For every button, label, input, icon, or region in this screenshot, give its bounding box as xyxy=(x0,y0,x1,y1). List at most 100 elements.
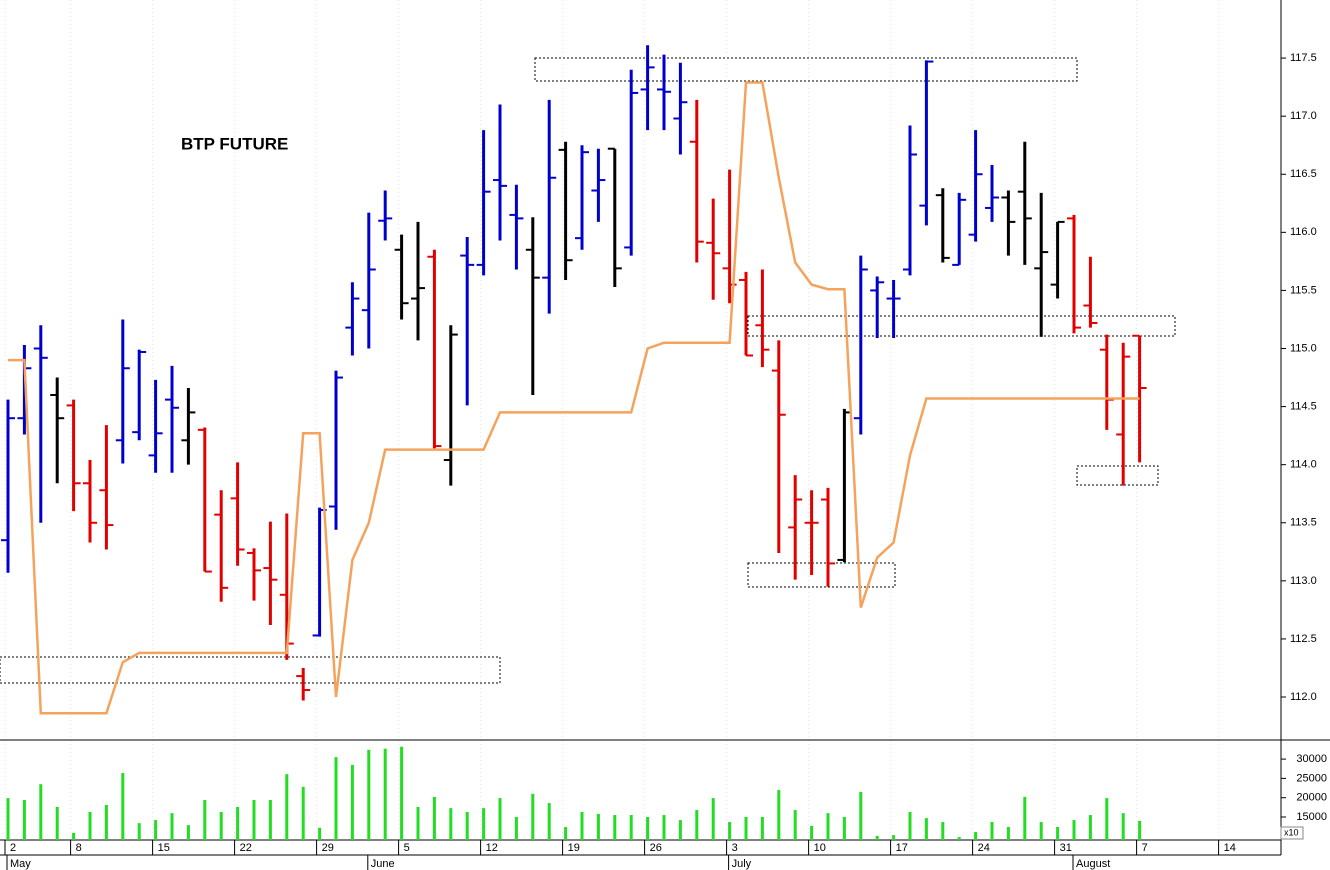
volume-bar xyxy=(367,749,371,840)
x-tick-label: 3 xyxy=(732,842,738,854)
x-tick-label: 31 xyxy=(1060,842,1072,854)
y-tick-label: 112.0 xyxy=(1290,691,1317,703)
volume-bar xyxy=(498,798,502,840)
volume-bar xyxy=(6,798,10,840)
volume-bar xyxy=(514,816,518,840)
volume-bar xyxy=(72,832,76,840)
volume-bar xyxy=(1056,827,1060,840)
y-tick-label: 116.5 xyxy=(1290,168,1317,180)
volume-bar xyxy=(1072,820,1076,840)
volume-bar xyxy=(383,748,387,840)
zone xyxy=(534,57,1078,82)
zone xyxy=(747,315,1176,337)
y-tick-label: 115.5 xyxy=(1290,284,1317,296)
x-tick-label: 19 xyxy=(568,842,580,854)
volume-bar xyxy=(1023,796,1027,840)
volume-bar xyxy=(826,813,830,840)
y-tick-label: 20000 xyxy=(1296,792,1327,804)
x-tick-label: 15 xyxy=(158,842,170,854)
volume-bar xyxy=(875,835,879,840)
y-tick-label: 113.0 xyxy=(1290,575,1317,587)
volume-bar xyxy=(1121,813,1125,840)
volume-bar xyxy=(301,786,305,840)
volume-bar xyxy=(892,835,896,840)
x-tick-label: 29 xyxy=(322,842,334,854)
month-label: June xyxy=(371,858,395,870)
volume-bar xyxy=(137,823,141,840)
volume-bar xyxy=(400,746,404,840)
y-tick-label: 30000 xyxy=(1296,753,1327,765)
x-tick-label: 12 xyxy=(486,842,498,854)
volume-bar xyxy=(1088,815,1092,840)
volume-bar xyxy=(104,805,108,840)
volume-bar xyxy=(1138,820,1142,840)
x-tick-label: 14 xyxy=(1224,842,1236,854)
volume-bar xyxy=(629,815,633,840)
x-tick-label: 7 xyxy=(1142,842,1148,854)
volume-bar xyxy=(908,811,912,840)
volume-bar xyxy=(416,806,420,840)
overlay-line xyxy=(8,81,1140,715)
volume-bar xyxy=(990,822,994,840)
volume-bar xyxy=(186,825,190,840)
zone xyxy=(0,656,501,684)
volume-bar xyxy=(154,820,158,840)
y-tick-label: 117.5 xyxy=(1290,52,1317,64)
scale-note: x10 xyxy=(1284,827,1299,837)
volume-bar xyxy=(219,811,223,840)
volume-bar xyxy=(482,808,486,840)
volume-bar xyxy=(678,820,682,840)
x-tick-label: 2 xyxy=(10,842,16,854)
volume-bar xyxy=(334,757,338,840)
y-tick-label: 25000 xyxy=(1296,772,1327,784)
volume-bar xyxy=(842,816,846,840)
y-tick-label: 116.0 xyxy=(1290,226,1317,238)
volume-bar xyxy=(974,832,978,840)
volume-bar xyxy=(941,822,945,840)
volume-bar xyxy=(793,810,797,840)
volume-bar xyxy=(170,813,174,840)
volume-bar xyxy=(39,784,43,840)
volume-bar xyxy=(121,772,125,840)
volume-bar xyxy=(268,800,272,840)
volume-bar xyxy=(744,816,748,840)
y-tick-label: 117.0 xyxy=(1290,110,1317,122)
volume-bar xyxy=(613,815,617,840)
volume-bar xyxy=(55,806,59,840)
month-label: July xyxy=(732,858,752,870)
volume-bar xyxy=(318,827,322,840)
volume-bar xyxy=(236,806,240,840)
volume-bar xyxy=(1105,798,1109,840)
volume-bar xyxy=(88,811,92,840)
grid xyxy=(4,0,1220,840)
volume-bar xyxy=(924,818,928,840)
volume-bar xyxy=(728,822,732,840)
zone xyxy=(1076,465,1159,486)
x-tick-label: 26 xyxy=(650,842,662,854)
x-tick-label: 10 xyxy=(814,842,826,854)
y-tick-label: 15000 xyxy=(1296,811,1327,823)
volume-bar xyxy=(285,774,289,840)
x-tick-label: 17 xyxy=(896,842,908,854)
volume-bar xyxy=(350,764,354,840)
volume-bar xyxy=(760,816,764,840)
x-tick-label: 24 xyxy=(978,842,990,854)
volume-bar xyxy=(580,811,584,840)
volume-bar xyxy=(432,796,436,840)
volume-bar xyxy=(859,791,863,840)
volume-bar xyxy=(449,808,453,840)
volume-bar xyxy=(957,837,961,840)
volume-bar xyxy=(810,825,814,840)
scale-box xyxy=(1280,826,1304,840)
month-label: May xyxy=(10,858,31,870)
volume-bar xyxy=(531,793,535,840)
y-tick-label: 114.5 xyxy=(1290,400,1317,412)
volume-bar xyxy=(22,800,26,840)
volume-bar xyxy=(1039,822,1043,840)
month-label: August xyxy=(1076,858,1110,870)
volume-bar xyxy=(646,816,650,840)
y-tick-label: 115.0 xyxy=(1290,342,1317,354)
volume-bar xyxy=(1006,827,1010,840)
